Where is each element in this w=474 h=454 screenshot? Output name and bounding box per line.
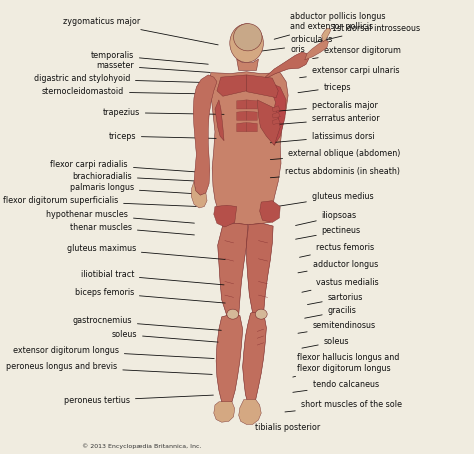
- Polygon shape: [246, 223, 273, 314]
- Text: sternocleidomastoid: sternocleidomastoid: [42, 87, 208, 96]
- Polygon shape: [193, 75, 217, 195]
- Text: extensor digitorum: extensor digitorum: [313, 46, 401, 59]
- Polygon shape: [246, 100, 257, 109]
- Text: gracilis: gracilis: [305, 306, 356, 318]
- Polygon shape: [257, 100, 280, 145]
- Polygon shape: [193, 75, 217, 195]
- Text: latissimus dorsi: latissimus dorsi: [270, 132, 374, 143]
- Text: extensor digitorum longus: extensor digitorum longus: [13, 346, 214, 359]
- Polygon shape: [272, 106, 280, 112]
- Text: palmaris longus: palmaris longus: [70, 183, 201, 194]
- Text: rectus femoris: rectus femoris: [300, 243, 374, 257]
- Text: trapezius: trapezius: [102, 108, 224, 117]
- Polygon shape: [216, 316, 243, 404]
- Polygon shape: [265, 52, 309, 77]
- Polygon shape: [267, 82, 286, 145]
- Polygon shape: [246, 75, 278, 98]
- Text: biceps femoris: biceps femoris: [74, 288, 225, 303]
- Text: © 2013 Encyclopædia Britannica, Inc.: © 2013 Encyclopædia Britannica, Inc.: [82, 443, 202, 449]
- Text: gluteus maximus: gluteus maximus: [67, 244, 225, 259]
- Polygon shape: [217, 75, 246, 96]
- Polygon shape: [237, 111, 246, 120]
- Polygon shape: [218, 223, 248, 317]
- Polygon shape: [246, 223, 273, 314]
- Text: peroneus longus and brevis: peroneus longus and brevis: [6, 362, 212, 375]
- Text: soleus: soleus: [302, 337, 349, 348]
- Polygon shape: [209, 72, 288, 225]
- Polygon shape: [243, 312, 266, 405]
- Text: digastric and stylohyoid: digastric and stylohyoid: [34, 74, 206, 84]
- Text: sartorius: sartorius: [308, 293, 363, 305]
- Text: pectoralis major: pectoralis major: [279, 101, 378, 111]
- Polygon shape: [272, 112, 280, 118]
- Ellipse shape: [230, 24, 264, 62]
- Text: gastrocnemius: gastrocnemius: [73, 316, 221, 331]
- Text: vastus medialis: vastus medialis: [302, 278, 378, 292]
- Text: abductor pollicis longus
and extensor pollicis: abductor pollicis longus and extensor po…: [274, 12, 386, 39]
- Polygon shape: [243, 312, 266, 405]
- Text: masseter: masseter: [96, 61, 210, 73]
- Text: rectus abdominis (in sheath): rectus abdominis (in sheath): [270, 167, 400, 178]
- Text: soleus: soleus: [111, 330, 218, 342]
- Polygon shape: [246, 123, 257, 132]
- Text: adductor longus: adductor longus: [298, 260, 378, 273]
- Text: iliopsoas: iliopsoas: [296, 211, 357, 226]
- Text: tibialis posterior: tibialis posterior: [249, 420, 320, 432]
- Polygon shape: [214, 205, 237, 227]
- Text: triceps: triceps: [109, 132, 216, 141]
- Text: hypothenar muscles: hypothenar muscles: [46, 210, 194, 223]
- Polygon shape: [239, 400, 261, 424]
- Text: tendo calcaneus: tendo calcaneus: [293, 380, 379, 392]
- Polygon shape: [215, 100, 224, 141]
- Text: zygomaticus major: zygomaticus major: [63, 17, 218, 45]
- Polygon shape: [214, 402, 235, 422]
- Ellipse shape: [234, 24, 262, 51]
- Polygon shape: [237, 123, 246, 132]
- Text: pectineus: pectineus: [296, 226, 361, 239]
- Text: peroneus tertius: peroneus tertius: [64, 395, 213, 405]
- Polygon shape: [272, 118, 280, 124]
- Polygon shape: [265, 52, 309, 77]
- Text: serratus anterior: serratus anterior: [274, 114, 380, 125]
- Text: extensor carpi ulnaris: extensor carpi ulnaris: [300, 66, 400, 78]
- Text: thenar muscles: thenar muscles: [70, 222, 194, 235]
- Polygon shape: [216, 316, 243, 404]
- Text: flexor hallucis longus and
flexor digitorum longus: flexor hallucis longus and flexor digito…: [293, 354, 399, 377]
- Polygon shape: [322, 28, 331, 42]
- Text: temporalis: temporalis: [91, 51, 208, 64]
- Polygon shape: [218, 223, 248, 317]
- Text: iliotibial tract: iliotibial tract: [81, 270, 224, 285]
- Polygon shape: [305, 40, 328, 60]
- Polygon shape: [237, 59, 258, 70]
- Text: semitendinosus: semitendinosus: [298, 321, 376, 333]
- Ellipse shape: [227, 309, 239, 319]
- Text: orbicularis
oris: orbicularis oris: [255, 35, 332, 54]
- Text: brachioradialis: brachioradialis: [72, 172, 204, 182]
- Text: gluteus medius: gluteus medius: [279, 192, 374, 206]
- Text: short muscles of the sole: short muscles of the sole: [285, 400, 402, 412]
- Text: triceps: triceps: [298, 83, 351, 93]
- Text: flexor carpi radialis: flexor carpi radialis: [50, 160, 202, 173]
- Polygon shape: [191, 182, 207, 208]
- Text: 1st dorsal introsseous: 1st dorsal introsseous: [315, 24, 420, 43]
- Polygon shape: [237, 100, 246, 109]
- Polygon shape: [246, 111, 257, 120]
- Text: flexor digitorum superficialis: flexor digitorum superficialis: [3, 196, 196, 207]
- Text: external oblique (abdomen): external oblique (abdomen): [270, 149, 401, 159]
- Ellipse shape: [255, 309, 267, 319]
- Polygon shape: [260, 201, 280, 222]
